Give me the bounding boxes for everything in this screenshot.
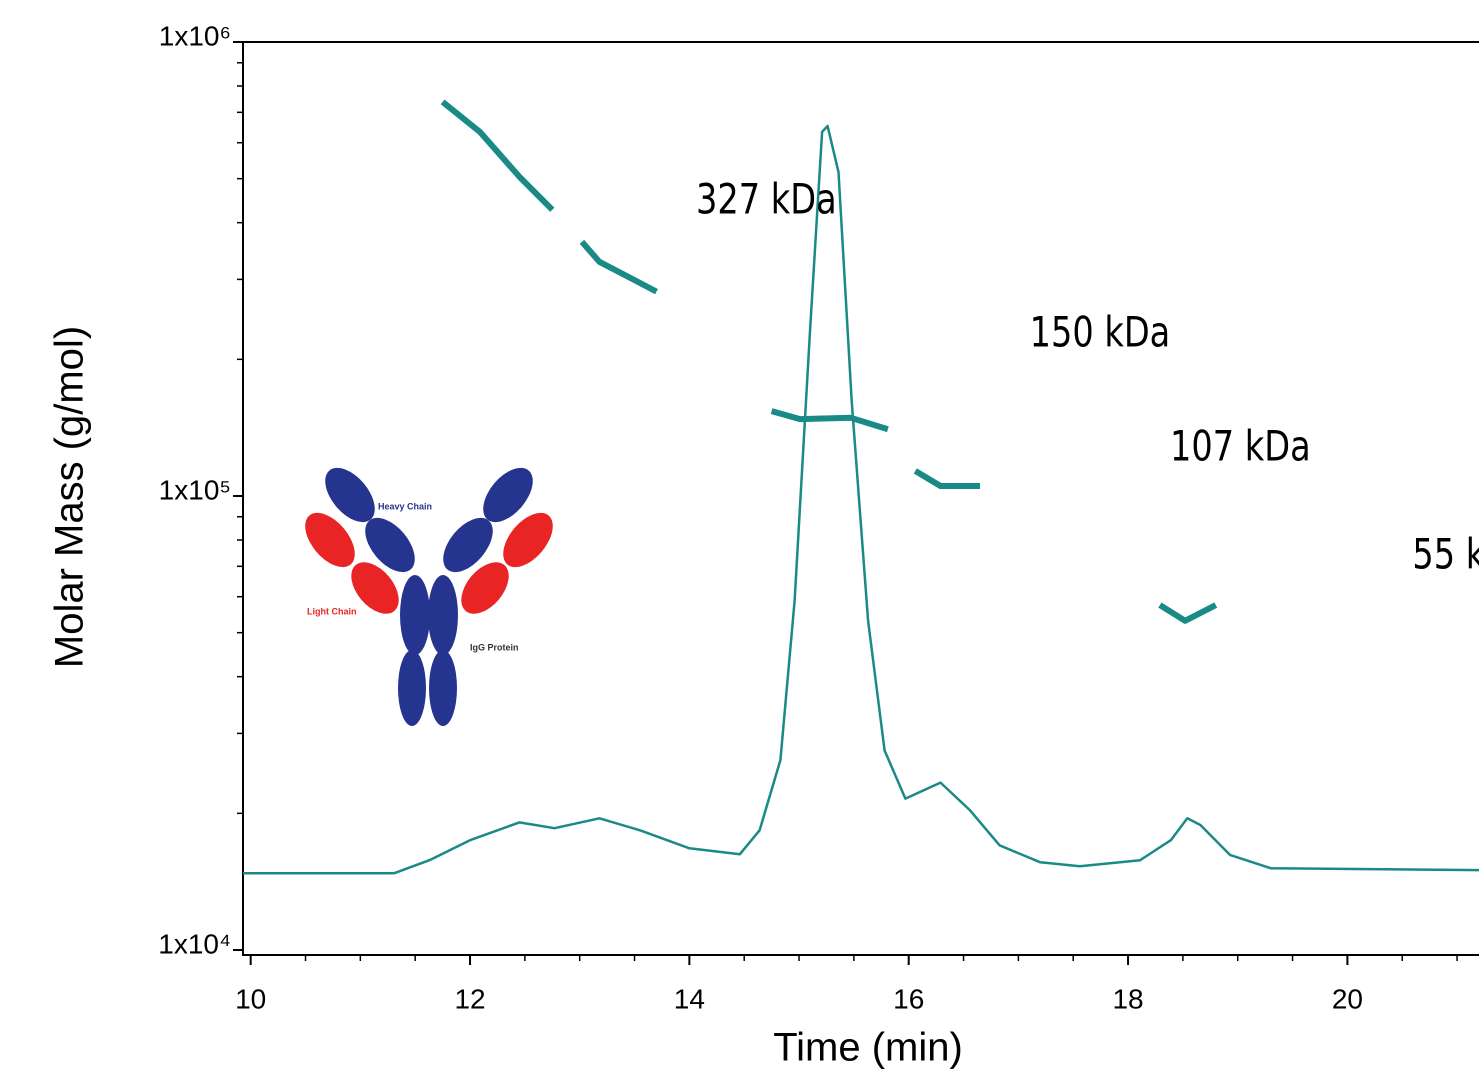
inset-label: Light Chain: [307, 606, 357, 616]
annotation: 327 kDa: [696, 175, 837, 224]
data-line: [440, 99, 1218, 624]
y-axis-title: Molar Mass (g/mol): [48, 326, 92, 668]
x-tick-label: 10: [235, 983, 266, 1014]
x-tick-label: 20: [1332, 983, 1363, 1014]
data-line: [243, 124, 1479, 875]
x-tick-label: 12: [454, 983, 485, 1014]
x-tick-label: 14: [674, 983, 705, 1014]
inset-label: IgG Protein: [470, 642, 519, 652]
x-tick-label: 18: [1112, 983, 1143, 1014]
inset-label: Heavy Chain: [378, 501, 432, 511]
y-tick-label: 1x10⁵: [159, 474, 231, 505]
annotation: 107 kDa: [1170, 422, 1311, 471]
x-tick-label: 16: [893, 983, 924, 1014]
igg-inset: Heavy Chain Light Chain IgG Protein: [305, 467, 553, 726]
annotation: 150 kDa: [1030, 308, 1171, 357]
y-tick-label: 1x10⁶: [159, 20, 231, 51]
y-tick-label: 1x10⁴: [158, 928, 231, 959]
x-axis-title: Time (min): [773, 1026, 963, 1070]
annotation: 55 kDa: [1412, 530, 1479, 579]
axis-frame: [242, 41, 1479, 956]
